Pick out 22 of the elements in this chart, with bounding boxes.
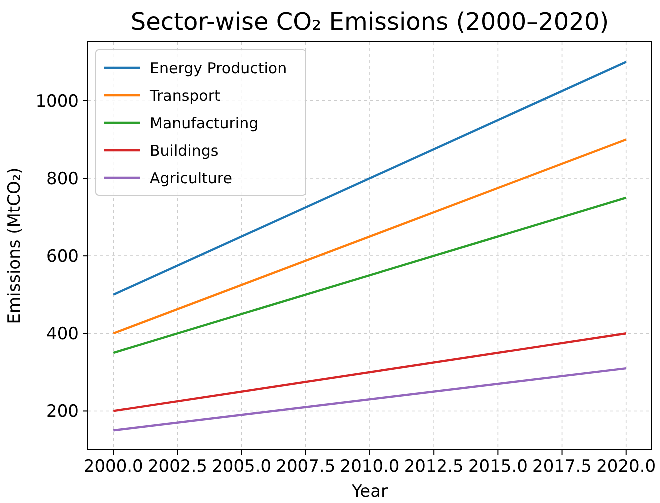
x-tick-label: 2002.5: [148, 457, 208, 477]
y-axis-title: Emissions (MtCO₂): [5, 168, 25, 324]
x-tick-label: 2007.5: [276, 457, 336, 477]
y-tick-label: 200: [46, 402, 79, 422]
legend-label: Buildings: [150, 142, 219, 160]
y-tick-label: 400: [46, 324, 79, 345]
x-tick-label: 2005.0: [212, 457, 272, 477]
y-tick-label: 800: [46, 169, 79, 190]
legend-label: Energy Production: [150, 59, 288, 78]
legend-label: Transport: [149, 86, 221, 105]
x-tick-label: 2015.0: [468, 457, 528, 477]
x-tick-label: 2017.5: [532, 457, 592, 477]
legend-label: Agriculture: [150, 169, 232, 188]
x-tick-label: 2010.0: [340, 457, 400, 477]
y-tick-label: 600: [46, 247, 79, 268]
legend-label: Manufacturing: [150, 114, 259, 132]
chart-title: Sector-wise CO₂ Emissions (2000–2020): [130, 8, 610, 36]
x-axis-title: Year: [351, 482, 388, 502]
x-tick-label: 2000.0: [84, 457, 144, 477]
x-tick-label: 2020.0: [596, 457, 656, 477]
x-tick-label: 2012.5: [404, 457, 464, 477]
y-tick-label: 1000: [36, 92, 79, 112]
